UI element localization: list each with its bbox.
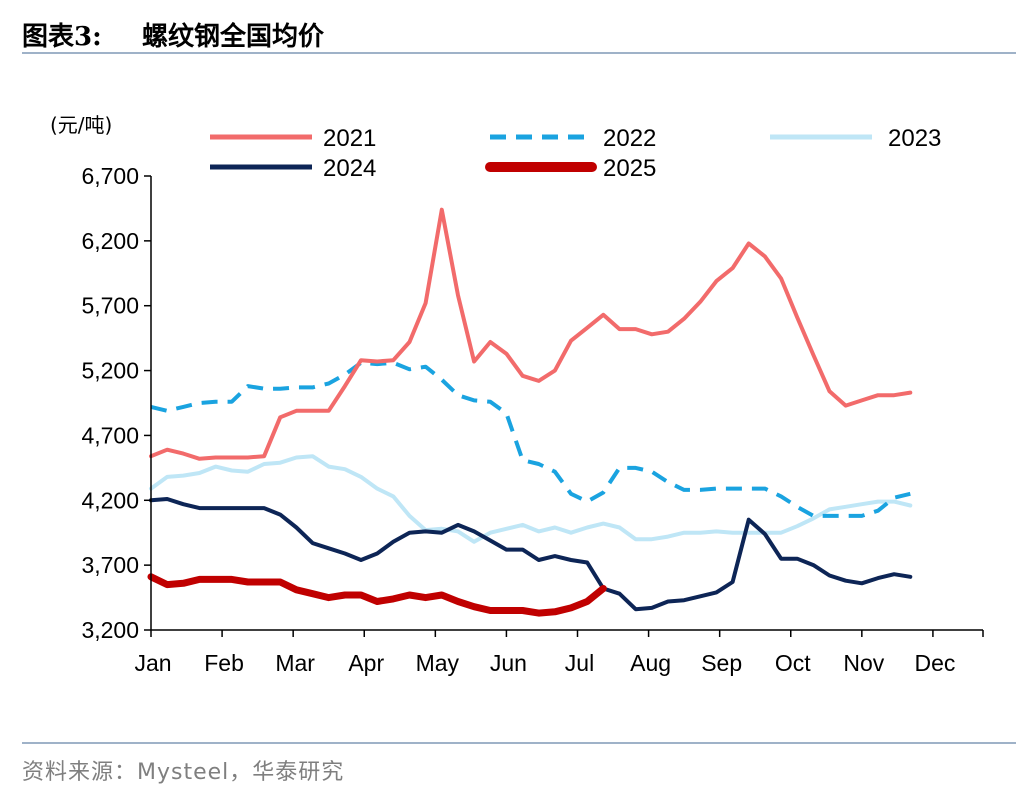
x-tick-label: Nov (843, 650, 884, 676)
y-tick-label: 3,200 (81, 617, 139, 643)
series-2025-line (147, 573, 607, 617)
x-tick-label: Apr (348, 650, 384, 676)
footer-rule (22, 742, 1016, 744)
series-2021-line (149, 207, 913, 461)
y-axis-label: (元/吨) (50, 113, 112, 137)
series-2022-line (150, 360, 911, 518)
x-tick-label: Dec (914, 650, 955, 676)
y-tick-label: 6,200 (81, 228, 139, 254)
y-tick-label: 5,700 (81, 293, 139, 319)
legend-label-2022: 2022 (603, 125, 656, 152)
legend-label-2025: 2025 (603, 155, 656, 182)
series-2023-line (149, 454, 913, 544)
x-tick-label: Oct (775, 650, 811, 676)
x-tick-label: Feb (204, 650, 244, 676)
rebar-price-chart: 2021 2022 2023 2024 2025 3,200 3,700 4,200 4,70… (50, 113, 984, 676)
x-tick-label: May (416, 650, 460, 676)
x-tick-label: Jul (565, 650, 594, 676)
legend: 2021 2022 2023 2024 2025 (210, 125, 941, 182)
y-tick-label: 4,200 (81, 487, 139, 513)
x-tick-label: Sep (701, 650, 742, 676)
x-tick-label: Jan (134, 650, 171, 676)
legend-label-2021: 2021 (323, 125, 376, 152)
x-tick-label: Mar (275, 650, 315, 676)
x-tick-label: Jun (490, 650, 527, 676)
y-tick-label: 4,700 (81, 422, 139, 448)
figure-label: 图表3: (22, 22, 102, 52)
figure-header: 图表3: 螺纹钢全国均价 (22, 10, 1016, 52)
figure-title: 螺纹钢全国均价 (142, 22, 325, 52)
series-lines (147, 207, 913, 617)
y-tick-label: 6,700 (81, 163, 139, 189)
y-tick-label: 3,700 (81, 552, 139, 578)
series-2024-line (149, 497, 913, 612)
axes: 3,200 3,700 4,200 4,700 5,200 5,700 6,200 6,700… (81, 163, 984, 676)
x-tick-label: Aug (630, 650, 671, 676)
source-note: 资料来源：Mysteel，华泰研究 (22, 760, 345, 785)
legend-label-2023: 2023 (888, 125, 941, 152)
legend-label-2024: 2024 (323, 155, 376, 182)
y-tick-label: 5,200 (81, 358, 139, 384)
header-rule (22, 52, 1016, 54)
